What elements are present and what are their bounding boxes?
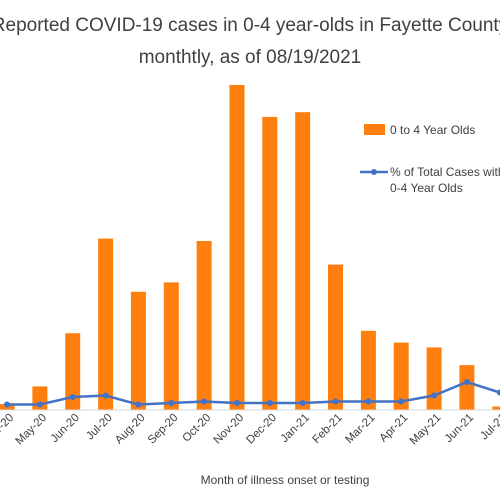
line-point-Jun-21 xyxy=(463,379,470,385)
line-point-Sep-20 xyxy=(168,400,175,406)
bar-Apr-21 xyxy=(393,342,409,410)
line-point-May-21 xyxy=(431,392,438,399)
x-axis-title: Month of illness onset or testing xyxy=(201,473,370,487)
bar-Jul-20 xyxy=(98,238,114,410)
line-point-Apr-20 xyxy=(4,401,10,408)
x-tick-label: Sep-20 xyxy=(146,412,181,447)
line-point-Nov-20 xyxy=(234,400,240,406)
bar-Aug-20 xyxy=(130,291,146,410)
x-tick-label: Jul-21 xyxy=(478,412,500,443)
legend-label-bars: 0 to 4 Year Olds xyxy=(390,123,475,137)
line-point-Dec-20 xyxy=(266,400,273,406)
x-tick-label: Mar-21 xyxy=(343,412,377,446)
bar-series xyxy=(0,85,500,411)
line-point-Apr-21 xyxy=(398,398,405,405)
line-point-May-20 xyxy=(36,401,43,408)
x-tick-label: Jan-21 xyxy=(279,412,312,445)
bar-Sep-20 xyxy=(163,282,179,410)
line-point-Aug-20 xyxy=(135,401,142,408)
line-point-Feb-21 xyxy=(332,398,339,405)
x-tick-label: Oct-20 xyxy=(180,412,213,445)
x-tick-label: Dec-20 xyxy=(244,412,279,447)
line-point-Jul-21 xyxy=(496,389,500,396)
bar-Nov-20 xyxy=(229,85,245,410)
bar-Feb-21 xyxy=(328,264,343,410)
line-path xyxy=(7,380,500,406)
bar-Jun-21 xyxy=(459,365,475,410)
bar-Oct-20 xyxy=(196,241,212,410)
legend-marker-line xyxy=(371,169,377,175)
line-point-Mar-21 xyxy=(365,398,372,405)
bar-Mar-21 xyxy=(360,330,376,410)
x-tick-label: Aug-20 xyxy=(113,412,148,447)
chart-title-line-1: Reported COVID-19 cases in 0-4 year-olds… xyxy=(0,15,500,36)
chart-title-line-2: monthtly, as of 08/19/2021 xyxy=(139,47,362,68)
line-point-Jul-20 xyxy=(102,392,109,399)
x-tick-label: Jul-20 xyxy=(84,412,115,443)
x-tick-label: Jun-21 xyxy=(443,412,476,445)
bar-May-21 xyxy=(426,347,442,410)
bar-Jul-21 xyxy=(492,406,500,410)
line-point-Jan-21 xyxy=(299,400,306,406)
line-point-Oct-20 xyxy=(201,398,208,405)
legend-label-line: % of Total Cases with 0-4 Year Olds xyxy=(390,165,500,195)
line-point-Jun-20 xyxy=(69,394,76,400)
bar-Jan-21 xyxy=(295,112,311,410)
x-tick-label: Apr-21 xyxy=(378,412,411,445)
x-tick-label: Nov-20 xyxy=(212,412,247,447)
x-tick-label: Feb-21 xyxy=(311,412,345,446)
x-tick-label: May-20 xyxy=(14,412,50,448)
x-tick-label: May-21 xyxy=(408,412,444,448)
bar-Jun-20 xyxy=(65,333,81,410)
bar-Dec-20 xyxy=(262,116,278,411)
line-series xyxy=(4,379,500,408)
x-tick-label: Jun-20 xyxy=(49,412,82,445)
legend: 0 to 4 Year Olds % of Total Cases with 0-… xyxy=(360,123,500,195)
legend-swatch-bars xyxy=(364,124,385,135)
